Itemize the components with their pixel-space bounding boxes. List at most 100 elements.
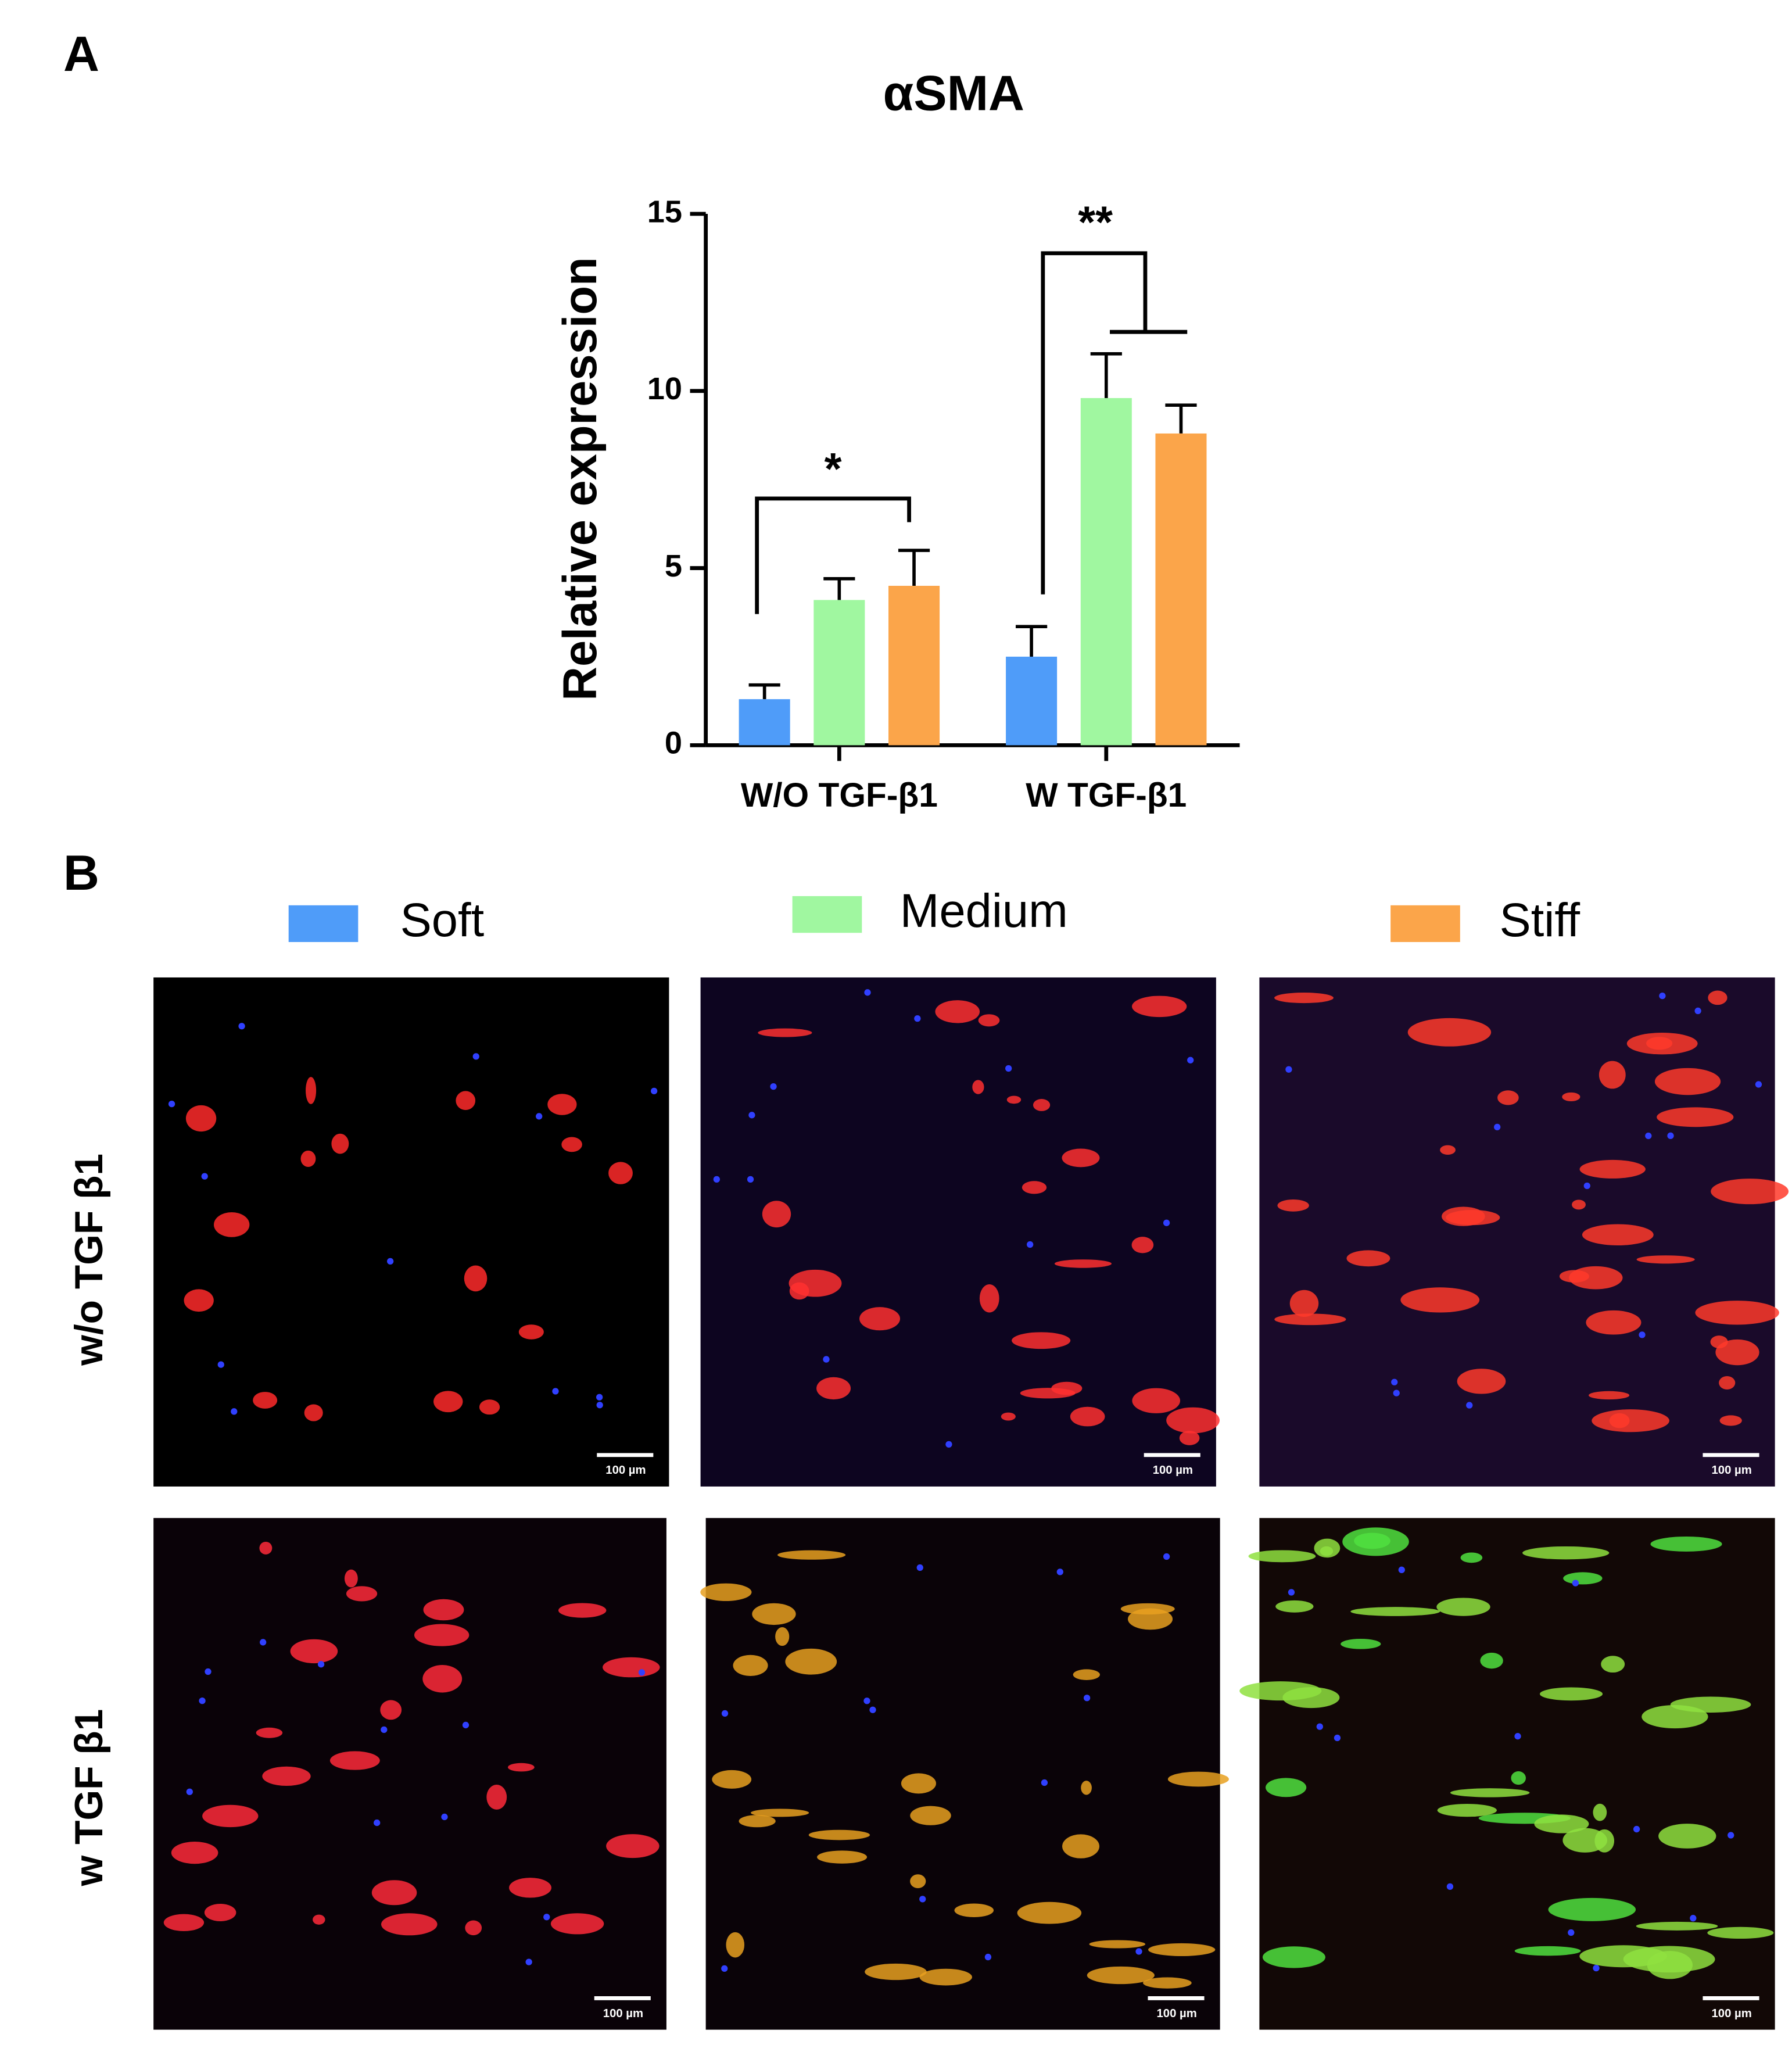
cell [1006,1095,1022,1104]
nucleus [552,1388,559,1395]
significance-label: * [825,445,842,494]
nucleus [596,1394,603,1401]
cell [1539,1687,1603,1701]
cell [1460,1552,1483,1563]
cell [726,1932,745,1958]
cell [518,1324,544,1340]
cell [456,1091,476,1111]
nucleus [914,1015,921,1022]
nucleus [863,1698,870,1704]
row-label: w/o TGF β1 [67,1154,111,1366]
nucleus [238,1023,245,1030]
cell [762,1201,791,1228]
nucleus [721,1965,728,1972]
cell [1166,1407,1220,1434]
nucleus [945,1441,952,1448]
nucleus [1393,1390,1400,1396]
cell [901,1773,936,1794]
cell [1001,1412,1016,1421]
cell [1407,1018,1492,1047]
cell [1654,1068,1721,1095]
cell [300,1150,316,1168]
cell [414,1624,469,1646]
cell [1289,1290,1319,1317]
cell [344,1569,358,1588]
nucleus [1135,1948,1142,1955]
cell [785,1648,837,1675]
nucleus [205,1668,212,1675]
nucleus [543,1914,550,1921]
cell [253,1392,278,1409]
x-tick-label: W TGF-β1 [1026,776,1187,814]
nucleus [1187,1057,1194,1063]
y-tick-label: 15 [647,194,682,229]
cell [1562,1092,1580,1102]
nucleus [381,1726,388,1734]
cell [1626,1033,1698,1055]
cell [1277,1199,1309,1212]
cell [954,1903,994,1918]
cell [1248,1550,1316,1563]
micrograph [153,1518,666,2030]
nucleus [1572,1580,1579,1587]
nucleus [1446,1883,1454,1890]
cell [1563,1572,1603,1585]
cell [1341,1638,1381,1649]
cell [433,1391,463,1413]
bar [888,586,940,746]
cell [371,1880,417,1906]
significance-bracket [1041,251,1188,595]
nucleus [1005,1065,1012,1072]
cell [313,1914,325,1925]
nucleus [201,1173,208,1180]
cell [1719,1376,1736,1390]
nucleus [1083,1695,1091,1702]
cell [978,1014,1000,1027]
cell [422,1665,463,1693]
nucleus [199,1697,206,1704]
micrograph [1259,977,1775,1487]
cell [808,1829,870,1840]
cell [1695,1301,1779,1325]
nucleus [1633,1825,1640,1833]
cell [865,1963,927,1981]
nucleus [747,1176,754,1183]
nucleus [525,1958,532,1965]
cell [547,1094,577,1115]
nucleus [1514,1733,1521,1740]
nucleus [1690,1915,1697,1922]
nucleus [1391,1378,1398,1385]
cell [1073,1669,1100,1681]
cell [479,1399,500,1415]
cell [1582,1224,1654,1245]
micrograph [705,1518,1220,2030]
bar [813,600,865,746]
legend-swatch [288,905,359,943]
cell [508,1763,535,1772]
cell [465,1920,482,1936]
cell [1707,1926,1774,1939]
nucleus [823,1356,830,1363]
chart-title: αSMA [883,66,1024,121]
scale-bar-label: 100 µm [1153,1464,1193,1477]
cell [1436,1598,1490,1616]
bar [1155,433,1207,746]
cell [1051,1381,1083,1395]
cell [1711,1179,1789,1205]
y-tick-label: 0 [665,726,682,761]
row-label: w TGF β1 [67,1709,111,1887]
cell [1017,1901,1082,1924]
cell [214,1212,250,1237]
nucleus [1027,1241,1034,1248]
scale-bar-label: 100 µm [1157,2007,1197,2020]
nucleus [441,1813,448,1821]
cell [1601,1656,1625,1673]
nucleus [1667,1132,1674,1139]
scale-bar-label: 100 µm [1712,1464,1752,1477]
legend-swatch [1390,905,1460,943]
nucleus [1041,1779,1048,1786]
cell [1457,1369,1506,1394]
nucleus [596,1402,603,1409]
legend-label: Stiff [1500,894,1580,947]
y-tick-label: 5 [665,549,682,583]
